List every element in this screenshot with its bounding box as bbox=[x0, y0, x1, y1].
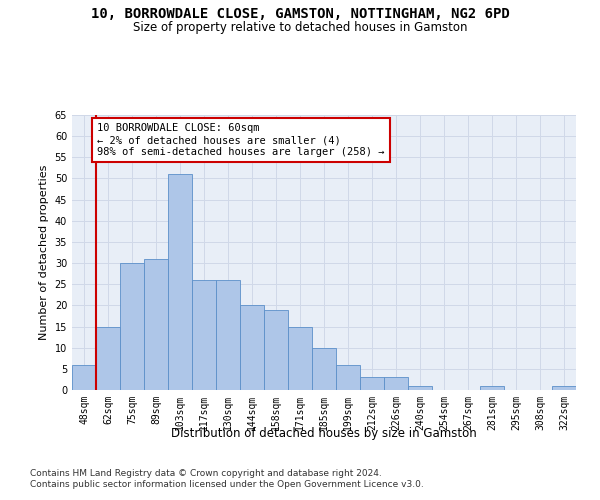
Bar bbox=[480, 386, 504, 390]
Bar bbox=[216, 280, 240, 390]
Bar bbox=[336, 364, 360, 390]
Bar bbox=[408, 386, 432, 390]
Text: Contains public sector information licensed under the Open Government Licence v3: Contains public sector information licen… bbox=[30, 480, 424, 489]
Bar bbox=[312, 348, 336, 390]
Bar bbox=[240, 306, 264, 390]
Bar bbox=[192, 280, 216, 390]
Bar bbox=[72, 364, 96, 390]
Bar bbox=[264, 310, 288, 390]
Bar bbox=[168, 174, 192, 390]
Bar bbox=[552, 386, 576, 390]
Bar bbox=[144, 259, 168, 390]
Text: Contains HM Land Registry data © Crown copyright and database right 2024.: Contains HM Land Registry data © Crown c… bbox=[30, 468, 382, 477]
Bar bbox=[96, 326, 120, 390]
Text: Size of property relative to detached houses in Gamston: Size of property relative to detached ho… bbox=[133, 21, 467, 34]
Text: 10 BORROWDALE CLOSE: 60sqm
← 2% of detached houses are smaller (4)
98% of semi-d: 10 BORROWDALE CLOSE: 60sqm ← 2% of detac… bbox=[97, 124, 385, 156]
Bar bbox=[288, 326, 312, 390]
Y-axis label: Number of detached properties: Number of detached properties bbox=[39, 165, 49, 340]
Text: Distribution of detached houses by size in Gamston: Distribution of detached houses by size … bbox=[171, 428, 477, 440]
Bar bbox=[384, 378, 408, 390]
Bar bbox=[120, 263, 144, 390]
Text: 10, BORROWDALE CLOSE, GAMSTON, NOTTINGHAM, NG2 6PD: 10, BORROWDALE CLOSE, GAMSTON, NOTTINGHA… bbox=[91, 8, 509, 22]
Bar bbox=[360, 378, 384, 390]
